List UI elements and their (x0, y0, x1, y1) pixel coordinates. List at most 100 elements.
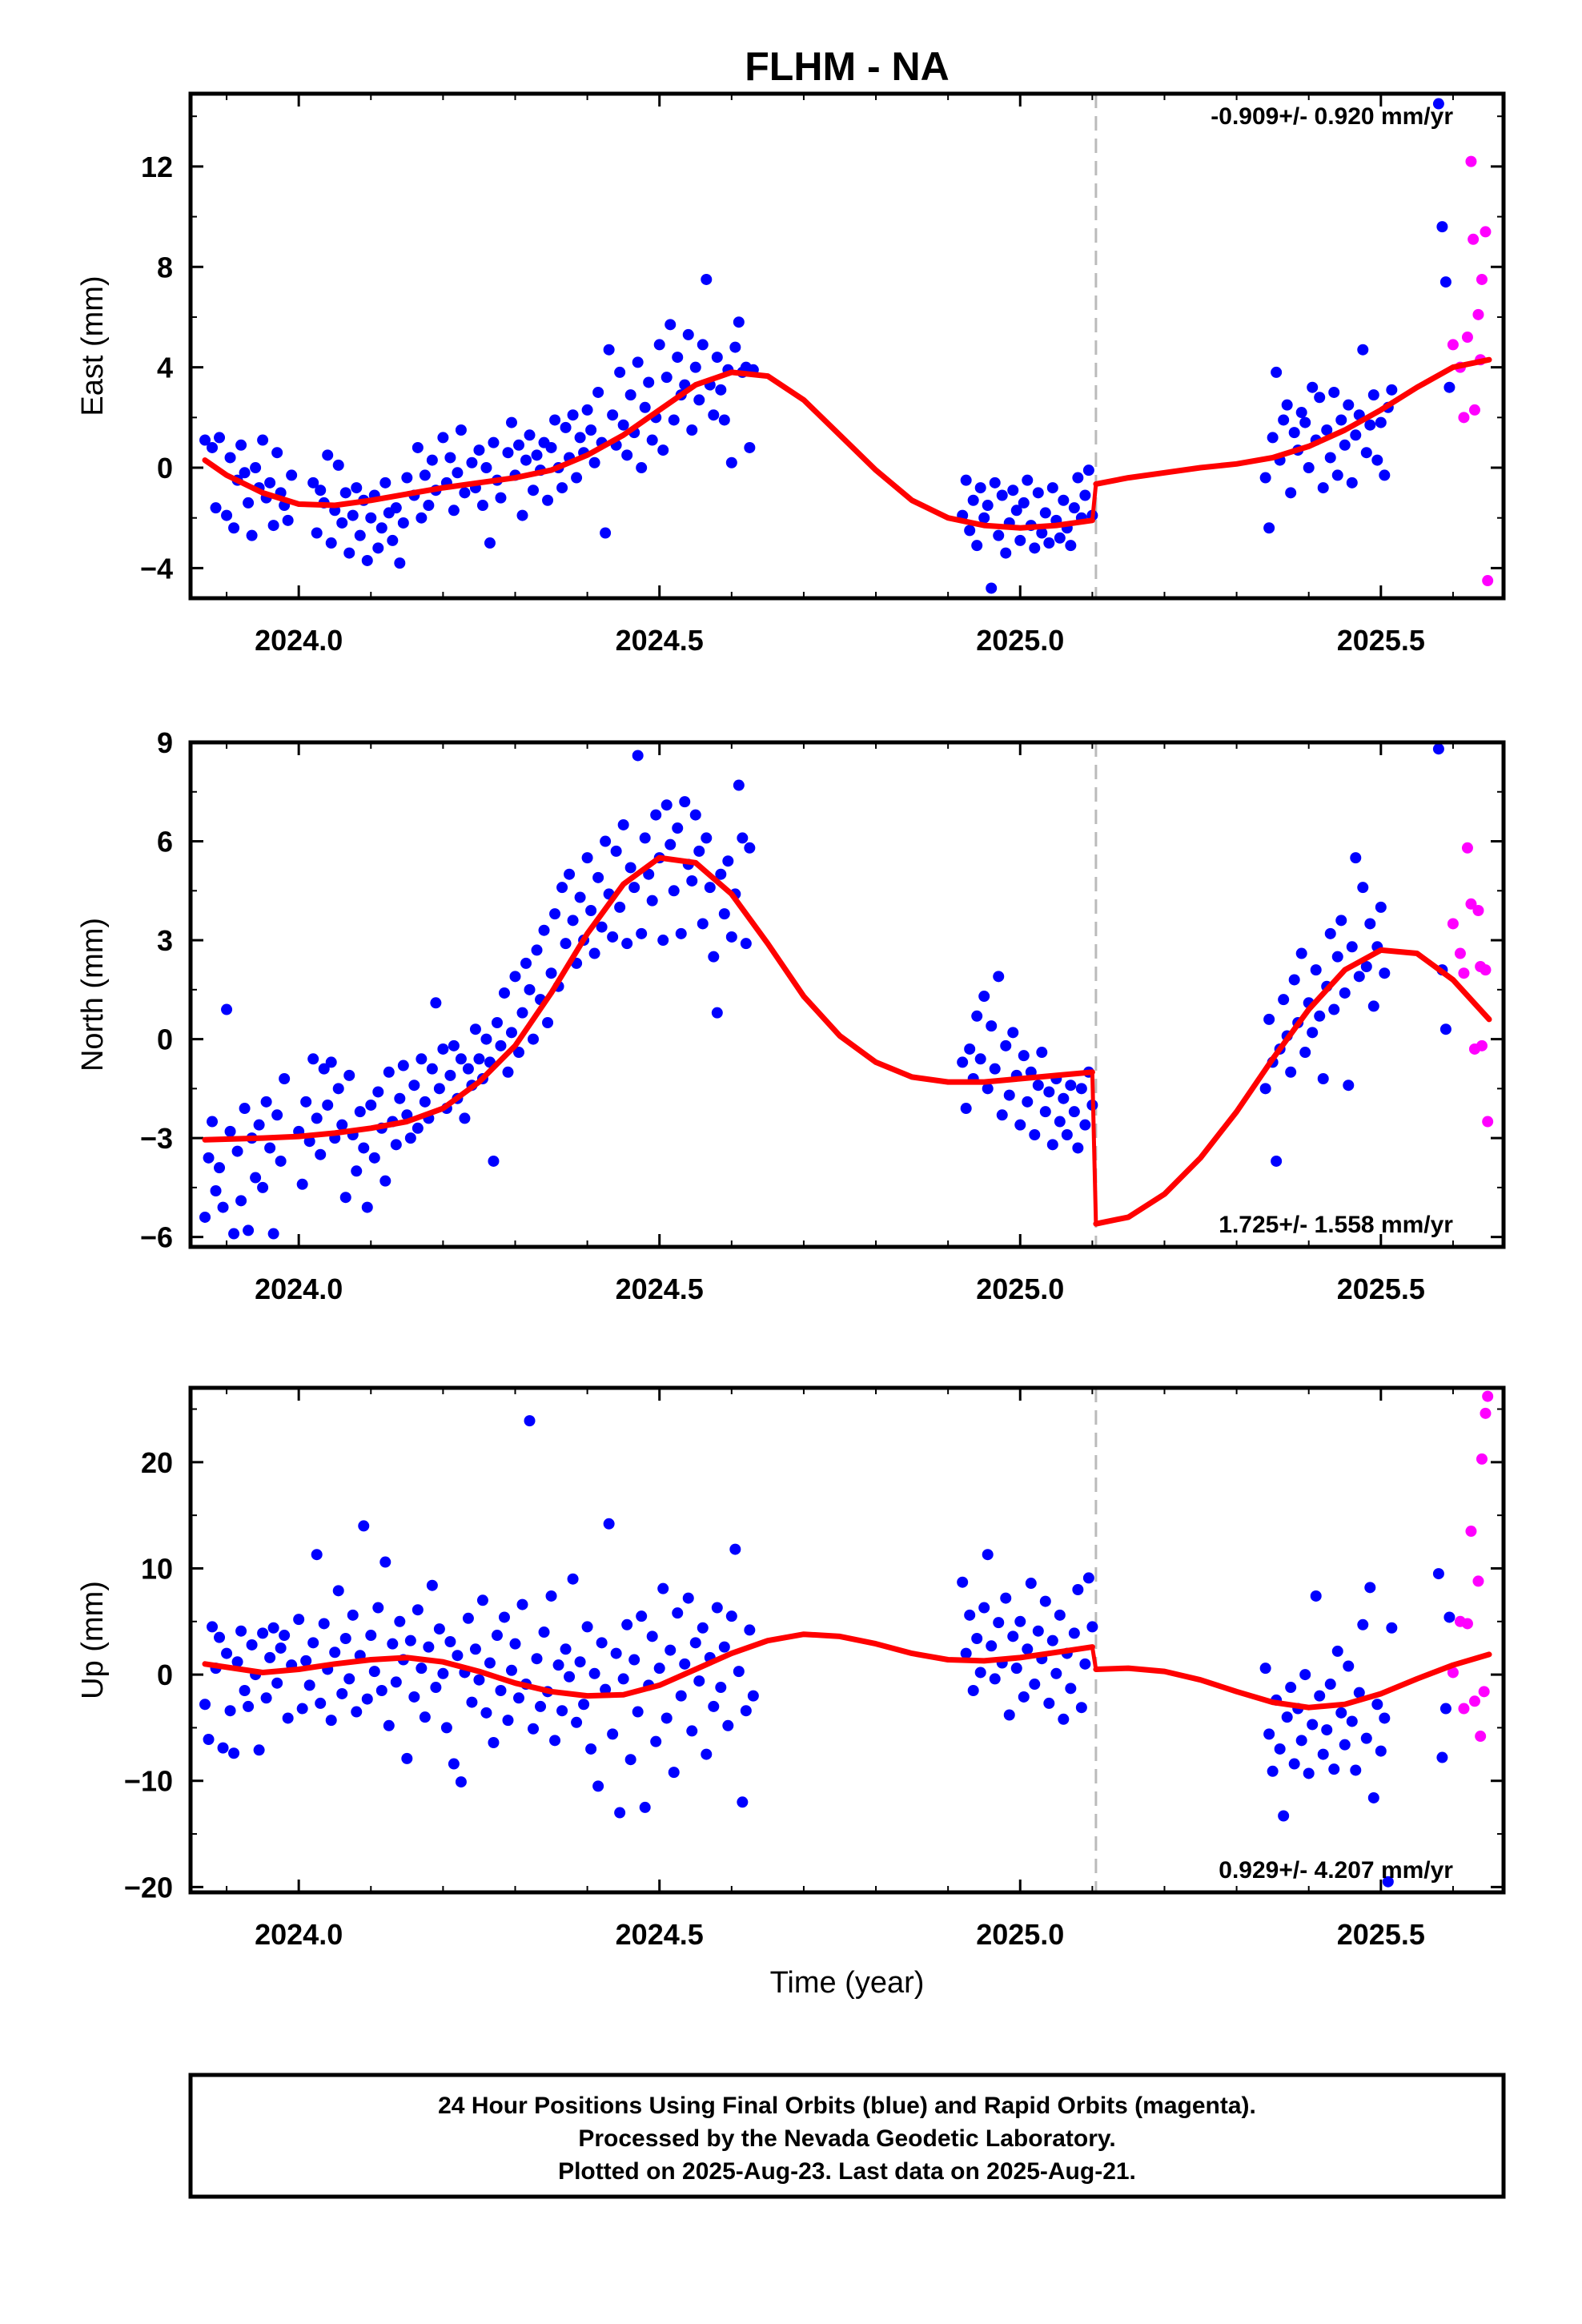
final-orbit-point (488, 1736, 500, 1748)
caption-border (188, 2073, 1506, 2199)
final-orbit-point (1058, 1713, 1070, 1725)
y-tick-label: 4 (157, 352, 173, 384)
panel-1: 2024.0 2024.5 2025.0 2025.5 12 8 4 0 −4 East (mm)… (76, 91, 1506, 657)
final-orbit-point (351, 1165, 363, 1177)
final-orbit-point (661, 372, 673, 384)
final-orbit-point (549, 908, 561, 920)
final-orbit-point (488, 1155, 500, 1167)
final-orbit-point (610, 845, 622, 857)
final-orbit-point (1339, 439, 1351, 451)
final-orbit-point (1353, 1687, 1365, 1699)
final-orbit-point (1267, 1765, 1279, 1777)
final-orbit-point (1357, 882, 1369, 894)
final-orbit-point (556, 1705, 568, 1717)
final-orbit-point (1303, 1767, 1315, 1779)
final-orbit-point (650, 809, 662, 821)
final-orbit-point (476, 500, 488, 512)
final-orbit-point (632, 750, 644, 762)
final-orbit-point (1321, 1724, 1333, 1736)
final-orbit-point (567, 409, 579, 421)
rapid-orbit-point (1458, 967, 1470, 979)
final-orbit-point (701, 832, 713, 844)
final-orbit-point (444, 452, 456, 464)
final-orbit-point (592, 871, 604, 883)
final-orbit-point (210, 502, 222, 514)
final-orbit-point (513, 439, 524, 451)
final-orbit-point (437, 1667, 449, 1679)
final-orbit-point (1299, 416, 1311, 428)
caption-line-3: Plotted on 2025-Aug-23. Last data on 202… (558, 2158, 1136, 2185)
final-orbit-point (379, 476, 391, 489)
final-orbit-point (996, 1109, 1008, 1121)
final-orbit-point (390, 1676, 402, 1688)
final-orbit-point (1032, 1080, 1044, 1092)
x-tick-label: 2024.5 (616, 624, 704, 657)
final-orbit-point (621, 449, 633, 461)
model-offset (1090, 484, 1098, 521)
y-tick-label: 8 (157, 251, 173, 283)
final-orbit-point (347, 509, 359, 521)
final-orbit-point (516, 509, 528, 521)
final-orbit-point (1082, 464, 1094, 476)
final-orbit-point (1310, 1590, 1322, 1602)
final-orbit-point (452, 1650, 464, 1662)
final-orbit-point (665, 319, 677, 331)
rapid-orbit-point (1468, 233, 1480, 245)
final-orbit-point (668, 885, 680, 897)
final-orbit-point (207, 1116, 219, 1128)
final-orbit-point (199, 434, 211, 446)
final-orbit-point (502, 447, 514, 459)
final-orbit-point (339, 487, 351, 499)
final-orbit-point (708, 409, 720, 421)
final-orbit-point (614, 901, 626, 913)
final-orbit-point (1364, 918, 1376, 930)
final-orbit-point (1331, 1645, 1343, 1657)
final-orbit-point (1079, 1119, 1091, 1131)
final-orbit-point (473, 1053, 485, 1065)
x-tick-label: 2025.0 (976, 1918, 1064, 1951)
final-orbit-point (528, 1033, 540, 1045)
final-orbit-point (243, 1224, 255, 1236)
final-orbit-point (1072, 1584, 1084, 1595)
final-orbit-point (993, 971, 1005, 983)
final-orbit-point (303, 1679, 315, 1691)
final-orbit-point (207, 441, 219, 453)
final-orbit-point (207, 1621, 219, 1633)
final-orbit-point (718, 1641, 730, 1653)
final-orbit-point (484, 537, 496, 549)
final-orbit-point (336, 517, 348, 529)
final-orbit-point (653, 1663, 665, 1675)
final-orbit-point (430, 997, 442, 1009)
final-orbit-point (235, 1195, 247, 1207)
final-orbit-point (697, 339, 709, 351)
final-orbit-point (1375, 901, 1387, 913)
final-orbit-point (296, 1178, 308, 1190)
final-orbit-point (1307, 1027, 1319, 1039)
final-orbit-point (246, 1638, 258, 1651)
final-orbit-point (578, 1699, 590, 1711)
final-orbit-point (271, 1677, 283, 1689)
final-orbit-point (1350, 852, 1362, 864)
final-orbit-point (221, 509, 233, 521)
final-orbit-point (531, 944, 543, 956)
final-orbit-point (986, 1640, 998, 1652)
final-orbit-point (1343, 399, 1355, 411)
rapid-orbit-point (1480, 226, 1492, 238)
final-orbit-point (1364, 1582, 1376, 1594)
final-orbit-point (448, 1039, 460, 1051)
rapid-orbit-point (1472, 905, 1484, 916)
final-orbit-point (1007, 1027, 1019, 1039)
caption-line-1: 24 Hour Positions Using Final Orbits (bl… (438, 2093, 1256, 2119)
final-orbit-point (967, 494, 979, 506)
final-orbit-point (971, 1010, 983, 1022)
final-orbit-point (365, 512, 377, 524)
model-curve (202, 1631, 1095, 1699)
rapid-orbit-point (1482, 1390, 1494, 1402)
final-orbit-point (257, 434, 269, 446)
final-orbit-point (982, 500, 994, 512)
panel-frame (188, 740, 1506, 1249)
final-orbit-point (531, 1653, 543, 1665)
final-orbit-point (665, 1644, 677, 1656)
chart-title: FLHM - NA (745, 44, 950, 89)
final-orbit-point (711, 352, 723, 364)
